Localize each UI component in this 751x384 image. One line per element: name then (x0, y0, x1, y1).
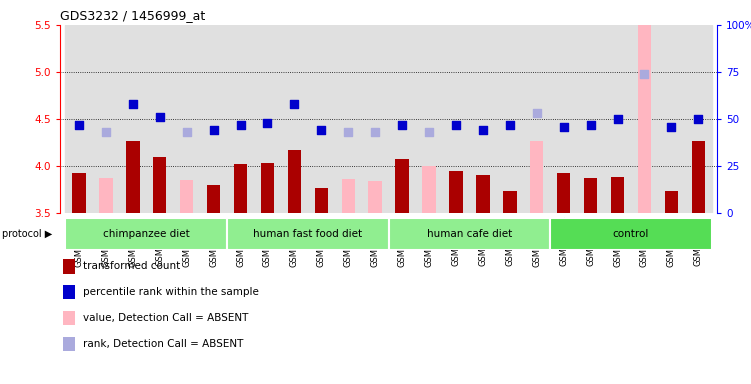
Point (423, 129, 435, 135)
Bar (584, 178, 597, 213)
Text: value, Detection Call = ABSENT: value, Detection Call = ABSENT (83, 313, 249, 323)
Point (584, 122, 596, 128)
Bar (254, 25, 281, 213)
Bar (422, 166, 436, 213)
Bar (557, 173, 571, 213)
Bar (173, 25, 200, 213)
Point (369, 129, 382, 135)
Bar (665, 190, 678, 213)
Bar (200, 25, 227, 213)
Point (315, 127, 327, 133)
Point (638, 71, 650, 77)
Bar (369, 181, 382, 213)
Bar (315, 188, 328, 213)
Bar (638, 25, 651, 213)
Point (665, 124, 677, 130)
Bar (281, 25, 308, 213)
Bar (126, 141, 140, 213)
Bar (227, 25, 254, 213)
Bar (99, 178, 113, 213)
Bar (389, 218, 550, 250)
Point (342, 129, 354, 135)
Bar (335, 25, 362, 213)
Bar (550, 218, 712, 250)
Bar (119, 25, 146, 213)
Bar (389, 25, 415, 213)
Point (127, 101, 139, 107)
Point (396, 122, 408, 128)
Text: protocol ▶: protocol ▶ (2, 229, 52, 239)
Point (531, 110, 543, 116)
Bar (288, 150, 301, 213)
Point (100, 129, 112, 135)
Point (234, 122, 246, 128)
Bar (578, 25, 604, 213)
Bar (72, 173, 86, 213)
Bar (611, 177, 624, 213)
Point (692, 116, 704, 122)
Text: human fast food diet: human fast food diet (253, 229, 363, 239)
Bar (207, 185, 220, 213)
Bar (469, 25, 496, 213)
Bar (308, 25, 335, 213)
Bar (362, 25, 389, 213)
Bar (685, 25, 712, 213)
Text: rank, Detection Call = ABSENT: rank, Detection Call = ABSENT (83, 339, 243, 349)
Bar (604, 25, 631, 213)
Bar (503, 190, 517, 213)
Point (261, 120, 273, 126)
Text: transformed count: transformed count (83, 262, 180, 271)
Point (611, 116, 623, 122)
Bar (631, 25, 658, 213)
Bar (153, 157, 167, 213)
Point (181, 129, 193, 135)
Bar (261, 163, 274, 213)
Bar (65, 218, 227, 250)
Text: percentile rank within the sample: percentile rank within the sample (83, 287, 259, 297)
Bar (234, 164, 247, 213)
Point (288, 101, 300, 107)
Bar (342, 179, 355, 213)
Bar (415, 25, 442, 213)
Point (450, 122, 462, 128)
Text: human cafe diet: human cafe diet (427, 229, 512, 239)
Bar (146, 25, 173, 213)
Point (207, 127, 219, 133)
Bar (63, 311, 75, 325)
Bar (692, 141, 705, 213)
Bar (476, 175, 490, 213)
Point (477, 127, 489, 133)
Bar (449, 171, 463, 213)
Bar (92, 25, 119, 213)
Point (558, 124, 570, 130)
Point (504, 122, 516, 128)
Bar (65, 25, 92, 213)
Text: GDS3232 / 1456999_at: GDS3232 / 1456999_at (60, 9, 205, 22)
Bar (63, 337, 75, 351)
Bar (63, 259, 75, 273)
Bar (227, 218, 389, 250)
Bar (442, 25, 469, 213)
Point (154, 114, 166, 120)
Text: chimpanzee diet: chimpanzee diet (103, 229, 190, 239)
Bar (180, 180, 194, 213)
Bar (530, 141, 544, 213)
Bar (496, 25, 523, 213)
Bar (523, 25, 550, 213)
Bar (550, 25, 578, 213)
Point (73, 122, 85, 128)
Bar (395, 159, 409, 213)
Bar (63, 285, 75, 300)
Text: control: control (613, 229, 649, 239)
Bar (658, 25, 685, 213)
